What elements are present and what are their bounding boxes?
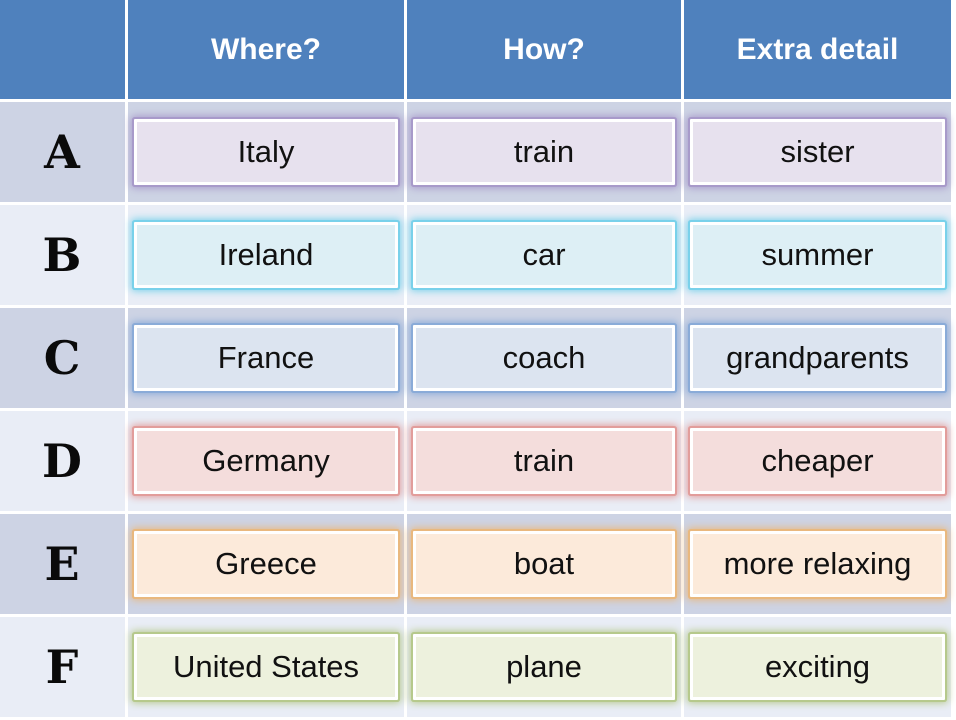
row-letter: F <box>45 640 80 694</box>
answer-tile-extra-d[interactable]: cheaper <box>690 428 945 494</box>
row-letter: E <box>44 537 81 591</box>
table-cell: cheaper <box>684 411 951 511</box>
table-cell: Greece <box>128 514 404 614</box>
answer-tile-extra-f[interactable]: exciting <box>690 634 945 700</box>
table-cell: boat <box>407 514 681 614</box>
answer-tile-how-d[interactable]: train <box>413 428 675 494</box>
table-cell: Germany <box>128 411 404 511</box>
row-letter: D <box>42 434 83 488</box>
row-label-cell: F <box>0 617 125 717</box>
table-cell: exciting <box>684 617 951 717</box>
header-where: Where? <box>128 0 404 99</box>
row-letter: C <box>43 331 82 385</box>
table-cell: train <box>407 411 681 511</box>
table-cell: France <box>128 308 404 408</box>
header-how: How? <box>407 0 681 99</box>
answer-tile-how-f[interactable]: plane <box>413 634 675 700</box>
answer-tile-where-e[interactable]: Greece <box>134 531 398 597</box>
row-label-cell: B <box>0 205 125 305</box>
answer-tile-where-a[interactable]: Italy <box>134 119 398 185</box>
table-cell: summer <box>684 205 951 305</box>
answer-tile-how-c[interactable]: coach <box>413 325 675 391</box>
answer-tile-extra-b[interactable]: summer <box>690 222 945 288</box>
header-extra-detail: Extra detail <box>684 0 951 99</box>
answer-tile-extra-a[interactable]: sister <box>690 119 945 185</box>
table-cell: United States <box>128 617 404 717</box>
answer-tile-where-f[interactable]: United States <box>134 634 398 700</box>
answer-tile-extra-c[interactable]: grandparents <box>690 325 945 391</box>
answer-tile-how-b[interactable]: car <box>413 222 675 288</box>
row-letter: A <box>44 125 81 179</box>
table-cell: Italy <box>128 102 404 202</box>
table-cell: sister <box>684 102 951 202</box>
row-letter: B <box>42 228 83 282</box>
table-cell: Ireland <box>128 205 404 305</box>
answer-tile-where-b[interactable]: Ireland <box>134 222 398 288</box>
table-cell: grandparents <box>684 308 951 408</box>
row-label-cell: C <box>0 308 125 408</box>
table-cell: plane <box>407 617 681 717</box>
row-label-cell: D <box>0 411 125 511</box>
answer-tile-how-e[interactable]: boat <box>413 531 675 597</box>
answer-tile-extra-e[interactable]: more relaxing <box>690 531 945 597</box>
table-cell: more relaxing <box>684 514 951 614</box>
table-cell: coach <box>407 308 681 408</box>
row-label-cell: E <box>0 514 125 614</box>
table-cell: car <box>407 205 681 305</box>
answer-tile-where-d[interactable]: Germany <box>134 428 398 494</box>
answer-tile-how-a[interactable]: train <box>413 119 675 185</box>
answer-tile-where-c[interactable]: France <box>134 325 398 391</box>
table-cell: train <box>407 102 681 202</box>
row-label-cell: A <box>0 102 125 202</box>
header-corner-cell <box>0 0 125 99</box>
